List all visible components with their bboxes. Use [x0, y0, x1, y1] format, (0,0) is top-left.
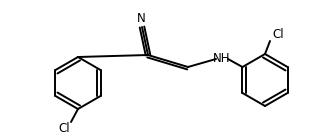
Text: NH: NH: [213, 52, 231, 65]
Text: Cl: Cl: [272, 28, 284, 42]
Text: Cl: Cl: [58, 122, 70, 135]
Text: N: N: [137, 12, 146, 25]
